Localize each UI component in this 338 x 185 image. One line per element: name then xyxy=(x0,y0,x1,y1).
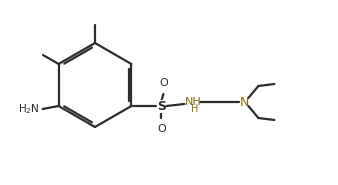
Text: H$_2$N: H$_2$N xyxy=(18,102,40,116)
Text: S: S xyxy=(157,100,166,112)
Text: N: N xyxy=(240,95,249,108)
Text: O: O xyxy=(157,124,166,134)
Text: H: H xyxy=(191,104,198,114)
Text: O: O xyxy=(159,78,168,88)
Text: NH: NH xyxy=(185,97,202,107)
